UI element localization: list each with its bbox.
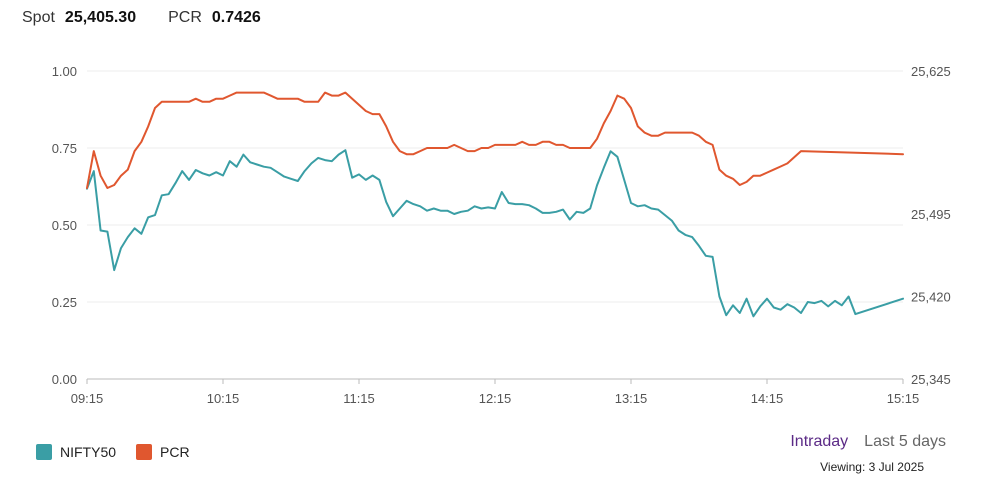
spot-label: Spot xyxy=(22,9,55,26)
viewing-date: Viewing: 3 Jul 2025 xyxy=(820,460,924,474)
x-tick-label: 09:15 xyxy=(71,391,104,406)
y-tick-label-right: 25,495 xyxy=(911,207,951,222)
x-tick-label: 11:15 xyxy=(343,391,375,406)
x-tick-label: 13:15 xyxy=(615,391,648,406)
y-tick-label-left: 0.25 xyxy=(52,295,77,310)
y-tick-label-right: 25,345 xyxy=(911,372,951,387)
range-selector: Intraday Last 5 days xyxy=(790,433,946,451)
x-tick-label: 12:15 xyxy=(479,391,512,406)
header-stats: Spot 25,405.30 PCR 0.7426 xyxy=(22,9,293,27)
legend-item-pcr[interactable]: PCR xyxy=(136,444,190,460)
chart-legend: NIFTY50 PCR xyxy=(36,444,210,460)
y-tick-label-left: 0.00 xyxy=(52,372,77,387)
range-last-5-days-button[interactable]: Last 5 days xyxy=(864,433,946,450)
legend-label-pcr: PCR xyxy=(160,444,190,460)
y-tick-label-left: 0.50 xyxy=(52,218,77,233)
series-line-nifty50 xyxy=(86,149,904,318)
pcr-label: PCR xyxy=(168,9,202,26)
pcr-value: 0.7426 xyxy=(211,9,261,26)
legend-swatch-pcr xyxy=(136,444,153,460)
spot-stat: Spot 25,405.30 xyxy=(22,9,136,27)
spot-value: 25,405.30 xyxy=(64,9,137,26)
x-tick-label: 10:15 xyxy=(207,391,240,406)
legend-item-nifty50[interactable]: NIFTY50 xyxy=(36,444,116,460)
legend-label-nifty50: NIFTY50 xyxy=(60,444,117,460)
legend-swatch-nifty50 xyxy=(36,444,52,460)
range-intraday-button[interactable]: Intraday xyxy=(790,433,849,450)
series-line-pcr xyxy=(86,91,904,189)
x-tick-label: 15:15 xyxy=(887,391,920,406)
y-tick-label-right: 25,420 xyxy=(911,290,951,305)
x-tick-label: 14:15 xyxy=(751,391,784,406)
y-tick-label-right: 25,625 xyxy=(911,64,951,79)
pcr-stat: PCR 0.7426 xyxy=(168,9,261,27)
y-tick-label-left: 1.00 xyxy=(52,64,77,79)
y-tick-label-left: 0.75 xyxy=(52,141,77,156)
